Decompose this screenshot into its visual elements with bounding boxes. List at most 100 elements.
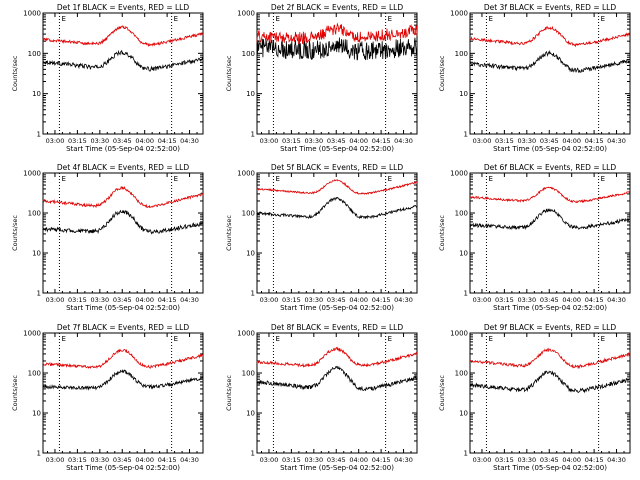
panel-1-title: Det 1f BLACK = Events, RED = LLD [57,3,190,12]
panel-4: Det 4f BLACK = Events, RED = LLD 1 10 100 10… [11,163,204,312]
panel-7-series-lld [42,348,204,370]
panel-4-frame [42,172,204,294]
panel-1: Det 1f BLACK = Events, RED = LLD 1 10 100 10… [11,3,204,153]
panel-4-marker-label: E [61,175,65,183]
panel-6-ytick-label: 1000 [450,170,468,178]
panel-7-ytick-label: 1000 [23,330,41,338]
panel-9-xtick-label: 03:00 [473,456,492,464]
panel-6-ylabel: Counts/sec [438,215,446,251]
panel-3-ytick-label: 100 [455,50,468,58]
panel-9-marker-label: E [488,335,492,343]
panel-5-ylabel: Counts/sec [225,215,233,251]
panel-4-title: Det 4f BLACK = Events, RED = LLD [57,163,190,172]
panel-6-xtick-label: 04:00 [562,296,581,304]
panel-4-ytick-label: 1000 [23,170,41,178]
panel-5-xtick-label: 03:15 [282,296,301,304]
panel-5-xtick-label: 04:30 [394,296,413,304]
panel-6-xtick-label: 03:15 [495,296,514,304]
panel-1-xtick-label: 03:45 [113,137,132,145]
panel-2-xtick-label: 03:45 [327,137,346,145]
panel-3-xtick-label: 04:00 [562,137,581,145]
panel-7-xtick-label: 04:30 [180,456,199,464]
panel-6-xlabel: Start Time (05-Sep-04 02:52:00) [493,304,607,312]
panel-8-ytick-label: 100 [242,370,255,378]
panel-2-xtick-label: 03:00 [260,137,279,145]
panel-6-xtick-label: 04:30 [607,296,626,304]
panel-3-title: Det 3f BLACK = Events, RED = LLD [484,3,617,12]
panel-8-ytick-label: 1 [251,450,255,458]
panel-9-title: Det 9f BLACK = Events, RED = LLD [484,323,617,332]
panel-1-series-lld [42,25,204,48]
panel-7-marker-label: E [61,335,65,343]
panel-7-frame [42,332,204,454]
panel-4-xtick-label: 03:15 [68,296,87,304]
panel-8-ylabel: Counts/sec [225,375,233,411]
panel-2-ytick-label: 100 [242,50,255,58]
panel-3: Det 3f BLACK = Events, RED = LLD 1 10 100 10… [438,3,631,153]
panel-9-ytick-label: 1 [464,450,468,458]
panel-3-xtick-label: 03:30 [517,137,536,145]
panel-9-xtick-label: 03:15 [495,456,514,464]
panel-4-xtick-label: 04:15 [158,296,177,304]
panel-8-series-lld [256,346,418,368]
panel-3-xlabel: Start Time (05-Sep-04 02:52:00) [493,145,607,153]
panel-9-frame [469,332,631,454]
panel-1-ylabel: Counts/sec [11,55,19,91]
panel-1-xtick-label: 03:15 [68,137,87,145]
panel-9-xtick-label: 04:00 [562,456,581,464]
panel-1-ytick-label: 100 [28,50,41,58]
panel-6-xtick-label: 04:15 [585,296,604,304]
panel-8-xtick-label: 03:15 [282,456,301,464]
panel-2: Det 2f BLACK = Events, RED = LLD 1 10 100 10… [225,3,418,153]
panel-9-xtick-label: 03:30 [517,456,536,464]
panel-8-xtick-label: 03:00 [260,456,279,464]
panel-3-ytick-label: 10 [459,90,468,98]
panel-6-frame [469,172,631,294]
panel-5: Det 5f BLACK = Events, RED = LLD 1 10 100 10… [225,163,418,312]
panel-6-ytick-label: 100 [455,210,468,218]
panel-8-marker-label: E [275,335,279,343]
panel-7-ytick-label: 100 [28,370,41,378]
panel-1-frame [42,12,204,135]
panel-1-series-events [42,49,204,72]
panel-6-ytick-label: 1 [464,290,468,298]
panel-7-xtick-label: 04:15 [158,456,177,464]
panel-2-xtick-label: 03:15 [282,137,301,145]
panel-9-series-events [469,370,630,394]
panel-5-marker-label: E [275,175,279,183]
panel-3-xtick-label: 04:30 [607,137,626,145]
panel-5-ytick-label: 100 [242,210,255,218]
panel-4-ytick-label: 10 [32,250,41,258]
panel-5-title: Det 5f BLACK = Events, RED = LLD [271,163,404,172]
panel-9-marker-label: E [601,335,605,343]
panel-5-series-events [256,196,418,220]
panel-1-ytick-label: 1 [37,131,41,139]
panel-8-frame [256,332,418,454]
panel-2-ylabel: Counts/sec [225,55,233,91]
panel-5-ytick-label: 1000 [237,170,255,178]
panel-1-xtick-label: 03:00 [46,137,65,145]
panel-4-xtick-label: 04:00 [135,296,154,304]
panel-1-marker-label: E [174,15,178,23]
panel-2-ytick-label: 10 [246,90,255,98]
panel-9-ytick-label: 10 [459,410,468,418]
panel-7-ytick-label: 1 [37,450,41,458]
panel-2-xtick-label: 04:00 [349,137,368,145]
panel-2-ytick-label: 1000 [237,10,255,18]
panel-3-marker-label: E [601,15,605,23]
panel-8: Det 8f BLACK = Events, RED = LLD 1 10 100 10… [225,323,418,472]
panel-3-ytick-label: 1 [464,131,468,139]
panel-8-ytick-label: 1000 [237,330,255,338]
panel-1-xtick-label: 04:00 [135,137,154,145]
panel-1-xlabel: Start Time (05-Sep-04 02:52:00) [66,145,180,153]
panel-2-xtick-label: 03:30 [304,137,323,145]
panel-8-xtick-label: 04:15 [372,456,391,464]
panel-7-xtick-label: 04:00 [135,456,154,464]
panel-5-xtick-label: 04:15 [372,296,391,304]
panel-6-ytick-label: 10 [459,250,468,258]
panel-1-ytick-label: 1000 [23,10,41,18]
panel-1-ytick-label: 10 [32,90,41,98]
panel-6: Det 6f BLACK = Events, RED = LLD 1 10 100 10… [438,163,631,312]
panel-3-ylabel: Counts/sec [438,55,446,91]
panel-8-title: Det 8f BLACK = Events, RED = LLD [271,323,404,332]
